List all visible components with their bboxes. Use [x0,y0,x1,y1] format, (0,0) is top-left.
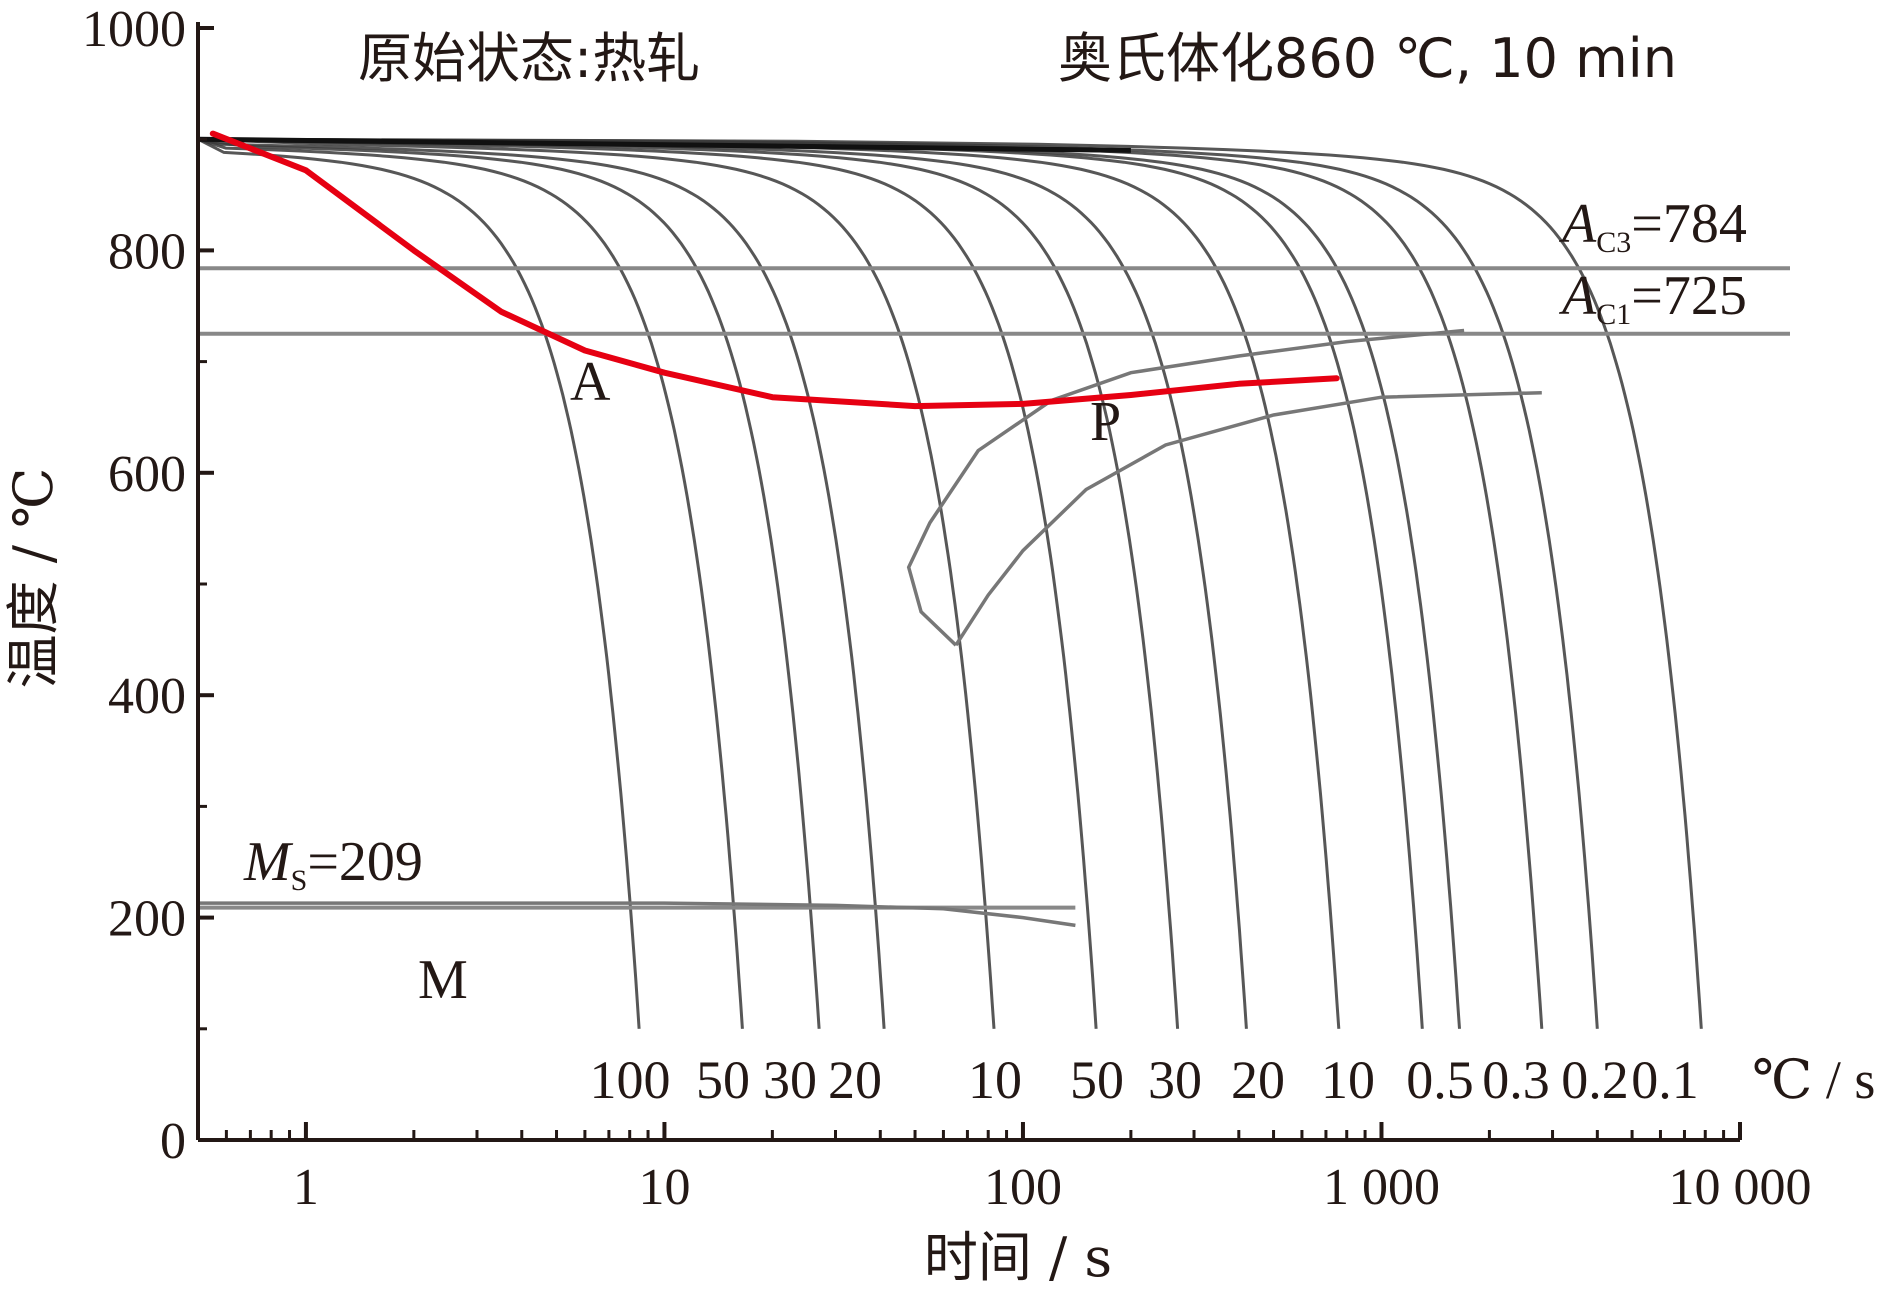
cooling-curve-9 [198,137,1341,1029]
cooling-rate-label: 0.2 [1561,1050,1629,1110]
phase-label-p: P [1090,391,1121,453]
cooling-curve-2 [198,137,744,1029]
y-tick-label-800: 800 [108,223,186,280]
martensite-start-curve [198,901,1076,928]
curve-layer [198,136,1703,1029]
cooling-rate-unit: ℃ / s [1752,1050,1875,1110]
phase-label-m: M [418,949,468,1011]
cooling-curve-6 [198,137,1098,1029]
cooling-curve-5 [198,137,996,1029]
reference-line-layer [198,266,1790,928]
y-tick-label-400: 400 [108,668,186,725]
cooling-curve-8 [198,137,1248,1029]
y-tick-label-200: 200 [108,891,186,948]
cooling-start-band [198,136,1131,153]
pearlite-finish-line [954,390,1542,647]
cooling-rate-label: 20 [1231,1050,1285,1110]
y-tick-label-600: 600 [108,446,186,503]
cooling-rate-label: 100 [590,1050,671,1110]
chart-title-right: 奥氏体化860 ℃, 10 min [1058,27,1677,90]
highlight-layer [209,130,1340,410]
cooling-curve-1 [198,137,641,1029]
y-tick-label-1000: 1000 [82,1,186,58]
cooling-rate-label: 30 [1148,1050,1202,1110]
ac3-label: AC3=784 [1558,193,1747,259]
tick-label-layer: 0 200 400 600 800 1000 1 10 100 1 000 10 000 [82,1,1812,1216]
cooling-rate-label: 20 [828,1050,882,1110]
chart-title-left: 原始状态:热轧 [358,27,700,90]
x-tick-label-10: 10 [638,1159,690,1216]
x-tick-label-1000: 1 000 [1323,1159,1440,1216]
phase-label-a: A [570,351,611,413]
x-tick-label-1: 1 [293,1159,319,1216]
cooling-rate-label: 50 [696,1050,750,1110]
pearlite-start-line [906,328,1465,647]
cooling-curve-11 [198,137,1461,1029]
cooling-curve-7 [198,137,1180,1029]
cooling-rate-label: 0.1 [1631,1050,1699,1110]
x-tick-label-10000: 10 000 [1669,1159,1812,1216]
cooling-rate-label: 10 [968,1050,1022,1110]
cooling-curve-13 [198,137,1599,1029]
x-axis-title: 时间 / s [924,1226,1112,1289]
x-tick-label-100: 100 [984,1159,1062,1216]
cooling-curve-4 [198,137,886,1029]
cooling-rate-label: 10 [1321,1050,1375,1110]
axes [196,22,1742,1142]
highlight-curve [209,130,1340,410]
cooling-rate-label: 30 [763,1050,817,1110]
cooling-curve-12 [198,137,1544,1029]
y-axis-title: 温度 / ℃ [2,468,65,689]
cooling-rate-label: 0.3 [1482,1050,1550,1110]
cooling-curve-10 [198,137,1424,1029]
cooling-rate-label: 0.5 [1406,1050,1474,1110]
cooling-curve-3 [198,137,821,1029]
cooling-curve-14 [198,137,1703,1029]
y-tick-label-0: 0 [160,1113,186,1170]
ms-label: MS=209 [243,831,423,897]
cooling-rate-label: 50 [1070,1050,1124,1110]
ac1-label: AC1=725 [1558,265,1747,331]
